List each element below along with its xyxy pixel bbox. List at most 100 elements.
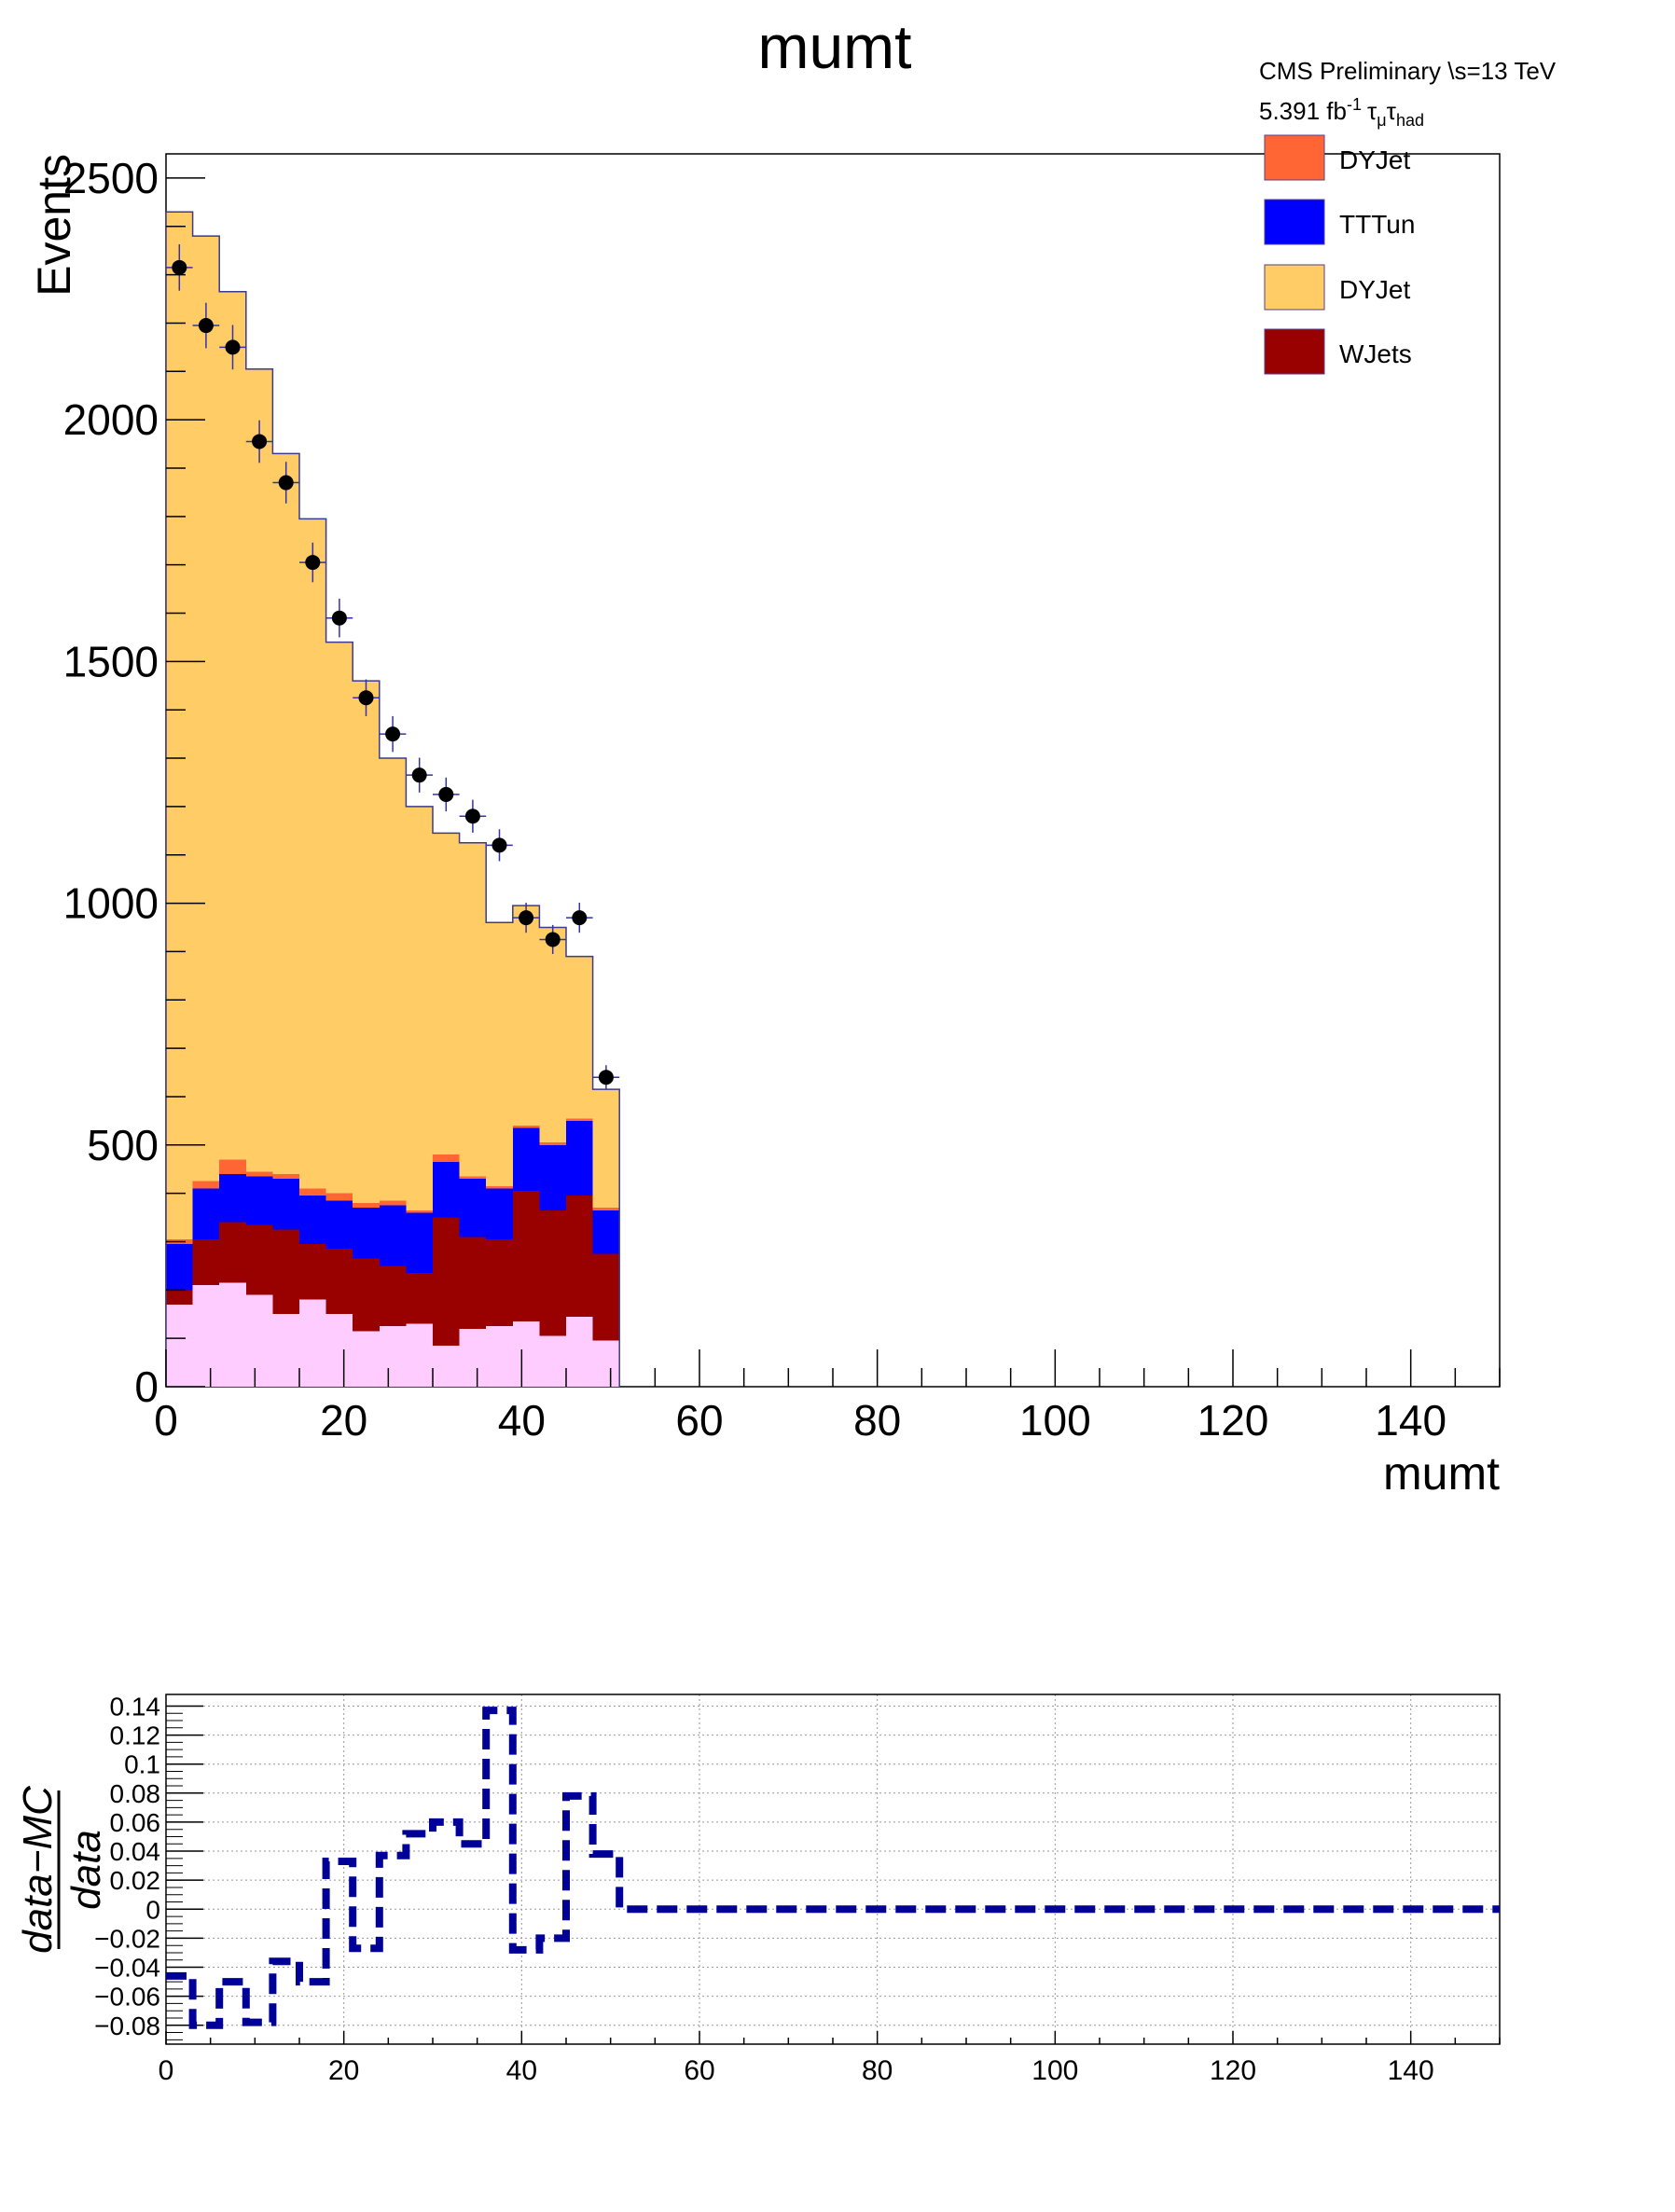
ratio-y-tick-label: 0.14: [110, 1692, 161, 1721]
ratio-x-tick-label: 120: [1210, 2055, 1256, 2086]
ratio-y-tick-label: 0.02: [110, 1866, 161, 1895]
y-tick-label: 0: [134, 1362, 159, 1411]
stack-total-outline: [165, 211, 620, 1387]
ratio-step-line: [166, 1707, 1500, 2029]
bar-segment: [433, 1217, 460, 1346]
ratio-y-tick-label: 0: [145, 1895, 160, 1924]
bar-segment: [486, 1188, 513, 1239]
ratio-grid: [166, 1694, 1500, 2044]
data-point: [358, 690, 374, 706]
ratio-ylabel-numerator: data−MC: [15, 1785, 61, 1954]
tau-sub-mu: μ: [1377, 111, 1386, 130]
ratio-y-tick-label: 0.08: [110, 1779, 161, 1808]
bar-segment: [299, 1299, 326, 1387]
bar-segment: [566, 1316, 593, 1387]
bar-segment: [192, 236, 220, 1182]
data-point: [331, 610, 347, 626]
stacked-bars: [165, 211, 620, 1387]
bar-segment: [512, 1127, 540, 1192]
ratio-x-tick-label: 0: [159, 2055, 174, 2086]
bar-segment: [299, 518, 326, 1189]
main-axes: 0 20 40 60 80 100 120 140 0 500 1000 1500 2000 2500: [63, 154, 1501, 1445]
cms-label: CMS Preliminary \s=13 TeV: [1259, 57, 1557, 85]
bar-segment: [459, 842, 487, 1177]
y-tick-label: 1500: [63, 637, 159, 685]
ratio-plot: 0 20 40 60 80 100 120 140−0.08−0.06−0.04−0.0200…: [15, 1692, 1501, 2086]
bar-segment: [433, 1345, 460, 1387]
legend-swatch: [1264, 264, 1325, 311]
bar-segment: [592, 1253, 620, 1341]
bar-segment: [245, 1176, 273, 1225]
bar-segment: [192, 1188, 220, 1239]
bar-segment: [166, 212, 193, 1239]
y-axis-label: Events: [28, 154, 80, 297]
bar-segment: [512, 906, 540, 1127]
bar-segment: [166, 1304, 193, 1387]
bar-segment: [539, 1144, 566, 1210]
bar-segment: [566, 1118, 593, 1121]
bar-segment: [379, 1265, 407, 1327]
legend: DYJet TTTun DYJet WJets: [1264, 134, 1415, 375]
bar-segment: [406, 1273, 433, 1324]
bar-segment: [245, 368, 273, 1172]
data-point: [598, 1070, 614, 1085]
ratio-x-tick-label: 60: [684, 2055, 714, 2086]
bar-segment: [486, 1238, 513, 1327]
bar-segment: [272, 1173, 299, 1180]
bar-segment: [379, 1205, 407, 1266]
bar-segment: [379, 758, 407, 1201]
bar-segment: [539, 1142, 566, 1145]
ratio-ylabel-denominator: data: [63, 1830, 109, 1910]
x-tick-label: 40: [498, 1396, 546, 1445]
cms-annotation: CMS Preliminary \s=13 TeV 5.391 fb-1 τμτh…: [1259, 57, 1557, 130]
y-tick-label: 1000: [63, 879, 159, 928]
bar-segment: [539, 927, 566, 1143]
bar-segment: [353, 1208, 380, 1259]
bar-segment: [566, 956, 593, 1119]
bar-segment: [406, 1212, 433, 1274]
bar-segment: [272, 1229, 299, 1315]
x-tick-label: 120: [1197, 1396, 1269, 1445]
ratio-x-tick-label: 80: [862, 2055, 893, 2086]
bar-segment: [325, 1314, 353, 1387]
data-point: [411, 767, 427, 783]
data-point: [198, 318, 214, 334]
bar-segment: [592, 1089, 620, 1209]
bar-segment: [433, 1154, 460, 1162]
x-axis-label: mumt: [1383, 1447, 1500, 1500]
lumi-label: 5.391 fb-1 τμτhad: [1259, 95, 1424, 130]
bar-segment: [512, 1191, 540, 1322]
bar-segment: [325, 1193, 353, 1201]
data-point: [305, 555, 321, 571]
x-tick-label: 140: [1375, 1396, 1447, 1445]
ratio-y-tick-label: −0.04: [94, 1954, 160, 1983]
bar-segment: [299, 1196, 326, 1245]
ratio-y-tick-label: 0.12: [110, 1721, 161, 1750]
data-point: [572, 910, 588, 926]
bar-segment: [192, 1238, 220, 1286]
bar-segment: [166, 1244, 193, 1291]
chart-title: mumt: [758, 12, 912, 81]
bar-segment: [219, 1282, 246, 1387]
bar-segment: [325, 642, 353, 1194]
bar-segment: [459, 1328, 487, 1387]
x-tick-label: 0: [154, 1396, 178, 1445]
bar-segment: [166, 1290, 193, 1305]
ratio-y-tick-label: −0.06: [94, 1983, 160, 2012]
ratio-y-tick-label: 0.1: [124, 1750, 160, 1779]
data-point: [385, 726, 401, 742]
y-tick-label: 2500: [63, 154, 159, 202]
bar-segment: [539, 1210, 566, 1336]
ratio-y-axis-label: data−MC data: [15, 1785, 109, 1954]
bar-segment: [486, 1326, 513, 1387]
data-point: [278, 475, 294, 491]
bar-segment: [406, 806, 433, 1210]
bar-segment: [272, 1179, 299, 1230]
bar-segment: [459, 1237, 487, 1329]
data-point: [225, 339, 241, 355]
bar-segment: [245, 1224, 273, 1295]
bar-segment: [592, 1208, 620, 1210]
legend-swatch: [1264, 134, 1325, 181]
ratio-axes: 0 20 40 60 80 100 120 140−0.08−0.06−0.04−0.0200…: [94, 1692, 1501, 2086]
ratio-y-tick-label: −0.02: [94, 1924, 160, 1953]
